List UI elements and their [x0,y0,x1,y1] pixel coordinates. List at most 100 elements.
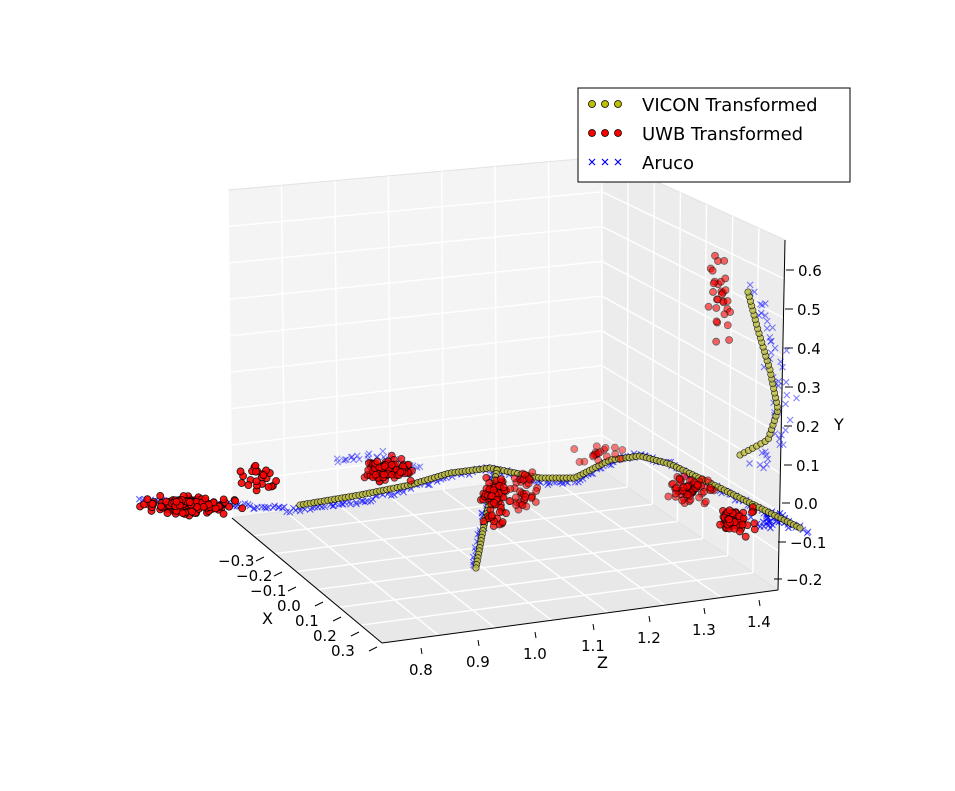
uwb-point [387,461,396,469]
aruco-point [763,317,771,325]
aruco-point [347,500,354,508]
uwb-point [570,445,579,453]
aruco-point [751,288,758,296]
legend-label-vicon: VICON Transformed [642,95,818,116]
aruco-point [771,344,779,352]
uwb-point [172,497,181,506]
uwb-point [725,506,734,515]
legend-marker-uwb [614,129,622,137]
uwb-point [231,497,240,505]
gridlines [227,157,785,636]
uwb-point [723,297,732,305]
uwb-point [703,476,712,485]
legend: VICON Transformed UWB Transformed Aruco [577,87,851,183]
uwb-point [726,308,735,316]
uwb-point [532,487,541,495]
y-tick-label: 0.2 [796,418,820,436]
aruco-point [250,505,258,513]
uwb-point [406,476,415,485]
aruco-point [766,333,774,341]
x-tick-mark [287,586,297,592]
z-tick-label: 0.8 [409,661,433,679]
aruco-point [280,503,288,511]
uwb-point [225,502,233,511]
z-tick-label: 0.9 [466,653,490,671]
uwb-point [479,517,488,526]
uwb-point [487,491,496,500]
aruco-point [783,347,791,354]
x-tick-mark [273,571,283,577]
uwb-point [527,494,536,502]
aruco-point [761,312,769,319]
legend-marker-aruco [601,158,609,166]
uwb-point [611,450,620,459]
aruco-point [352,498,360,506]
uwb-point [186,498,194,506]
z-tick-label: 1.2 [637,629,661,647]
aruco-point [769,521,776,529]
aruco-point [390,491,398,499]
uwb-point [259,471,268,480]
aruco-point [793,394,800,402]
aruco-point [348,453,356,461]
uwb-point [750,519,759,528]
uwb-point [380,462,389,471]
uwb-point [678,496,687,505]
aruco-point [342,456,350,463]
uwb-point [589,452,598,461]
uwb-point [741,532,750,541]
aruco-point [761,300,769,307]
uwb-point [664,492,673,501]
aruco-point [271,502,278,510]
aruco-point [763,324,771,332]
y-tick-label: 0.6 [798,262,822,280]
z-tick-mark [592,623,595,631]
aruco-point [746,281,754,289]
aruco-point [350,456,357,464]
uwb-point [721,274,730,283]
uwb-point [237,479,246,487]
uwb-point [219,495,228,504]
uwb-point [602,452,611,461]
uwb-point [521,493,530,501]
aruco-point [365,450,373,458]
aruco-point [760,523,768,530]
z-tick-mark [534,631,537,639]
uwb-point [497,475,505,484]
aruco-point [776,441,784,449]
uwb-point [616,454,625,463]
uwb-point [700,487,708,496]
uwb-point [738,520,747,529]
uwb-point [211,504,220,513]
legend-marker-aruco [614,158,622,166]
aruco-point [296,507,304,515]
y-tick-label: −0.2 [786,571,822,589]
x-tick-label: −0.3 [218,552,254,570]
uwb-point [371,470,380,479]
aruco-point [779,363,786,371]
aruco-point [347,453,355,461]
x-tick-label: 0.1 [295,612,319,630]
vicon-point [472,564,480,572]
uwb-point [512,501,520,510]
uwb-point [723,321,732,330]
aruco-point [767,524,774,532]
legend-label-aruco: Aruco [642,153,694,174]
aruco-point [355,455,363,463]
y-tick-label: 0.5 [797,301,821,319]
uwb-point [693,480,702,489]
uwb-point [506,497,515,505]
uwb-point [506,484,515,493]
uwb-point [199,502,208,511]
uwb-point [252,467,260,476]
uwb-point [748,508,756,517]
aruco-point [764,455,772,463]
legend-label-uwb: UWB Transformed [642,124,803,145]
uwb-point [489,498,498,507]
z-tick-mark [420,647,423,655]
legend-marker-uwb [588,129,596,137]
aruco-point [782,378,790,386]
z-tick-label: 1.4 [747,613,771,631]
uwb-point [701,497,710,506]
x-axis-label: X [262,609,273,628]
